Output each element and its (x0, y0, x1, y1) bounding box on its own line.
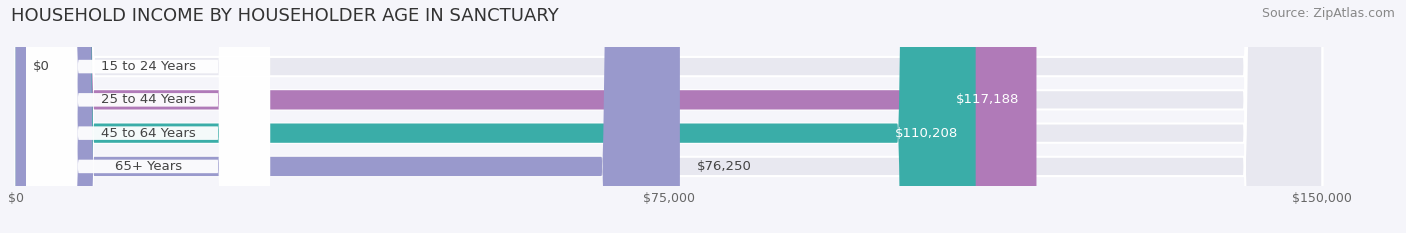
Text: HOUSEHOLD INCOME BY HOUSEHOLDER AGE IN SANCTUARY: HOUSEHOLD INCOME BY HOUSEHOLDER AGE IN S… (11, 7, 560, 25)
FancyBboxPatch shape (15, 0, 1322, 233)
Text: 65+ Years: 65+ Years (114, 160, 181, 173)
FancyBboxPatch shape (15, 0, 1036, 233)
FancyBboxPatch shape (27, 0, 270, 233)
Text: 45 to 64 Years: 45 to 64 Years (101, 127, 195, 140)
FancyBboxPatch shape (27, 0, 270, 233)
FancyBboxPatch shape (15, 0, 681, 233)
FancyBboxPatch shape (27, 0, 270, 233)
Text: $117,188: $117,188 (956, 93, 1019, 106)
FancyBboxPatch shape (27, 0, 270, 233)
Text: 25 to 44 Years: 25 to 44 Years (101, 93, 195, 106)
Text: $110,208: $110,208 (896, 127, 959, 140)
Text: $0: $0 (34, 60, 51, 73)
FancyBboxPatch shape (15, 0, 1322, 233)
FancyBboxPatch shape (15, 0, 976, 233)
FancyBboxPatch shape (15, 0, 1322, 233)
Text: 15 to 24 Years: 15 to 24 Years (101, 60, 195, 73)
Text: Source: ZipAtlas.com: Source: ZipAtlas.com (1261, 7, 1395, 20)
Text: $76,250: $76,250 (697, 160, 752, 173)
FancyBboxPatch shape (15, 0, 1322, 233)
